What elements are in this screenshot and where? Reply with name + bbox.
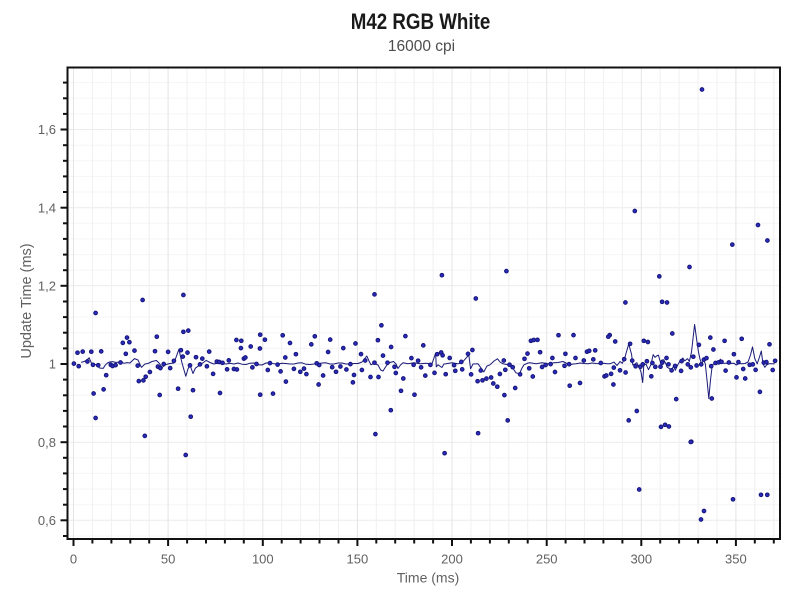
svg-text:16000 cpi: 16000 cpi [388,38,455,55]
svg-text:Time (ms): Time (ms) [397,570,459,586]
svg-text:0,8: 0,8 [38,435,56,450]
svg-text:0,6: 0,6 [38,513,56,528]
svg-text:1: 1 [49,357,56,372]
svg-text:150: 150 [347,552,369,567]
svg-text:0: 0 [70,552,77,567]
svg-text:50: 50 [161,552,175,567]
svg-text:Update Time (ms): Update Time (ms) [19,243,35,358]
svg-text:250: 250 [536,552,558,567]
svg-text:350: 350 [725,552,747,567]
svg-text:1,2: 1,2 [38,278,56,293]
svg-text:100: 100 [252,552,274,567]
svg-text:1,4: 1,4 [38,200,56,215]
svg-text:300: 300 [630,552,652,567]
svg-text:200: 200 [441,552,463,567]
svg-text:M42 RGB White: M42 RGB White [351,9,491,34]
svg-text:1,6: 1,6 [38,122,56,137]
